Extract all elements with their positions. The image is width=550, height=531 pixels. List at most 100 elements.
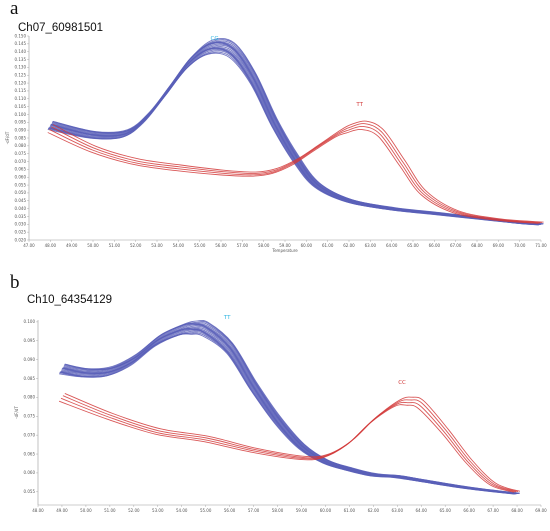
x-tick-label: 57.00 xyxy=(248,508,260,513)
x-tick-label: 61.00 xyxy=(344,508,356,513)
x-tick-label: 50.00 xyxy=(80,508,92,513)
chart-panel-b: 0.055 0.060 0.065 0.070 0.075 0.080 0.085 0.090… xyxy=(14,315,547,513)
x-tick-label: 66.00 xyxy=(463,508,475,513)
y-tick-label: 0.080 xyxy=(24,395,36,400)
x-tick-label: 52.00 xyxy=(128,508,140,513)
series-CG-curve xyxy=(47,51,539,226)
y-tick-label: 0.085 xyxy=(24,376,36,381)
panel-letter-b: b xyxy=(10,272,20,293)
y-tick-label: 0.070 xyxy=(24,432,36,437)
series-CC-curve xyxy=(58,400,515,493)
x-tick-label: 54.00 xyxy=(176,508,188,513)
y-tick-label: 0.090 xyxy=(24,357,36,362)
y-tick-label: 0.105 xyxy=(15,104,27,109)
y-tick-label: 0.150 xyxy=(15,33,27,38)
x-tick-label: 58.00 xyxy=(258,243,270,248)
y-tick-label: 0.020 xyxy=(15,237,27,242)
y-tick-label: 0.025 xyxy=(15,229,27,234)
series-TT-curve xyxy=(60,329,516,495)
y-tick-label: 0.110 xyxy=(15,96,27,101)
y-tick-label: 0.070 xyxy=(15,159,27,164)
x-axis-label: Temperature xyxy=(271,248,298,253)
series-CC-curve xyxy=(62,395,519,493)
y-tick-label: 0.090 xyxy=(15,127,27,132)
series-CG-curve xyxy=(47,52,539,226)
series-TT-curve xyxy=(64,322,520,494)
x-tick-label: 69.00 xyxy=(493,243,505,248)
annotation-CC: CC xyxy=(398,380,406,386)
x-tick-label: 54.00 xyxy=(173,243,185,248)
x-tick-label: 49.00 xyxy=(56,508,68,513)
series-TT-curve xyxy=(64,321,520,494)
series-TT-curve xyxy=(63,323,519,494)
series-TT-curve xyxy=(52,120,544,223)
x-tick-label: 55.00 xyxy=(200,508,212,513)
series-TT-curve xyxy=(59,331,515,495)
y-tick-label: 0.060 xyxy=(15,175,27,180)
y-tick-label: 0.100 xyxy=(15,112,27,117)
series-TT-curve xyxy=(59,332,515,495)
series-CG-curve xyxy=(48,50,540,226)
x-tick-label: 47.00 xyxy=(23,243,35,248)
x-tick-label: 68.00 xyxy=(511,508,523,513)
x-tick-label: 56.00 xyxy=(224,508,236,513)
series-TT-curve xyxy=(59,333,515,495)
x-tick-label: 67.00 xyxy=(450,243,462,248)
annotation-TT: TT xyxy=(223,315,231,321)
y-tick-label: 0.120 xyxy=(15,80,27,85)
series-TT-curve xyxy=(61,328,517,495)
y-tick-label: 0.055 xyxy=(24,489,36,494)
y-tick-label: 0.045 xyxy=(15,198,27,203)
y-tick-label: 0.130 xyxy=(15,65,27,70)
y-tick-label: 0.115 xyxy=(15,88,27,93)
series-TT-curve xyxy=(61,327,517,495)
x-tick-label: 50.00 xyxy=(87,243,99,248)
x-tick-label: 49.00 xyxy=(66,243,78,248)
chart-title-b: Ch10_64354129 xyxy=(27,294,113,306)
series-TT-curve xyxy=(62,326,518,495)
y-tick-label: 0.145 xyxy=(15,41,27,46)
y-tick-label: 0.140 xyxy=(15,49,27,54)
y-tick-label: 0.100 xyxy=(24,319,36,324)
annotation-CG: CG xyxy=(211,36,219,42)
y-tick-label: 0.060 xyxy=(24,470,36,475)
x-tick-label: 52.00 xyxy=(130,243,142,248)
x-tick-label: 64.00 xyxy=(386,243,398,248)
x-tick-label: 67.00 xyxy=(487,508,499,513)
x-tick-label: 65.00 xyxy=(407,243,419,248)
series-TT-curve xyxy=(60,330,516,495)
x-tick-label: 48.00 xyxy=(45,243,57,248)
y-tick-label: 0.030 xyxy=(15,222,27,227)
series-TT-curve xyxy=(49,125,541,224)
x-tick-label: 62.00 xyxy=(368,508,380,513)
x-tick-label: 48.00 xyxy=(32,508,44,513)
y-tick-label: 0.095 xyxy=(15,120,27,125)
panel-letter-a: a xyxy=(10,0,19,19)
x-tick-label: 60.00 xyxy=(320,508,332,513)
y-tick-label: 0.065 xyxy=(24,451,36,456)
series-TT-curve xyxy=(61,328,517,495)
x-tick-label: 65.00 xyxy=(439,508,451,513)
x-tick-label: 51.00 xyxy=(104,508,116,513)
y-tick-label: 0.125 xyxy=(15,73,27,78)
x-tick-label: 69.00 xyxy=(535,508,547,513)
x-tick-label: 70.00 xyxy=(514,243,526,248)
x-tick-label: 71.00 xyxy=(535,243,547,248)
y-tick-label: 0.075 xyxy=(24,414,36,419)
series-CG-curve xyxy=(52,37,544,225)
series-CC-curve xyxy=(60,397,517,493)
y-tick-label: 0.035 xyxy=(15,214,27,219)
series-CC xyxy=(58,393,521,493)
y-axis-label: -dF/dT xyxy=(14,406,19,419)
series-TT-curve xyxy=(47,128,539,224)
series-TT-curve xyxy=(63,323,519,494)
series-TT-curve xyxy=(62,325,518,495)
series-CC-curve xyxy=(64,393,521,492)
x-tick-label: 61.00 xyxy=(322,243,334,248)
y-tick-label: 0.085 xyxy=(15,135,27,140)
x-tick-label: 68.00 xyxy=(471,243,483,248)
x-tick-label: 64.00 xyxy=(416,508,428,513)
x-tick-label: 56.00 xyxy=(215,243,227,248)
x-tick-label: 59.00 xyxy=(279,243,291,248)
x-tick-label: 53.00 xyxy=(151,243,163,248)
